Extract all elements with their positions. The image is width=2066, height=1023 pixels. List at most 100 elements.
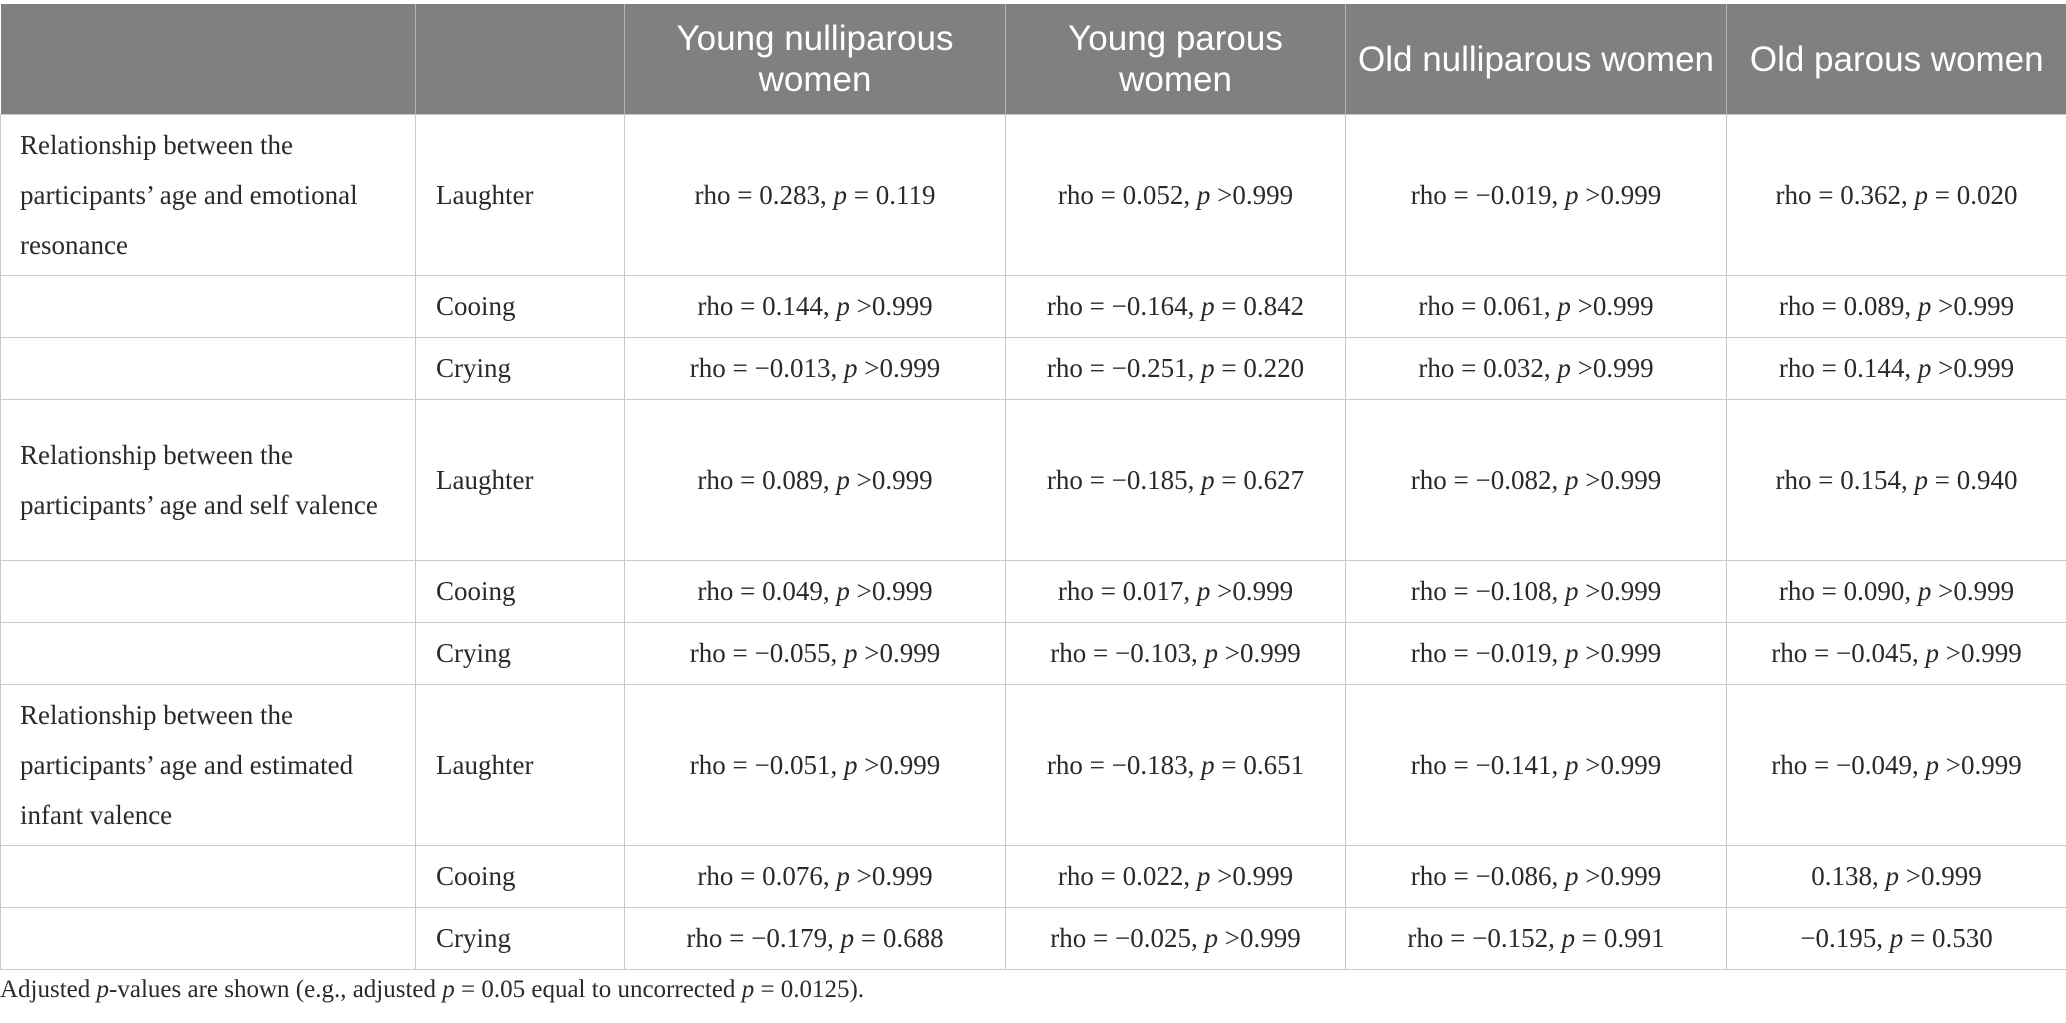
p-label: p xyxy=(843,749,858,780)
rho-label: rho = xyxy=(697,291,763,321)
rho-label: rho = xyxy=(1778,291,1844,321)
stat-cell: rho = 0.076, p >0.999 xyxy=(624,845,1006,908)
p-operator: = xyxy=(1927,179,1957,210)
p-operator: > xyxy=(1210,861,1233,891)
p-label: p xyxy=(1917,291,1932,321)
p-label: p xyxy=(1564,179,1579,210)
p-label: p xyxy=(836,291,850,321)
p-value: 0.999 xyxy=(1600,638,1662,668)
rho-label: rho = xyxy=(689,353,755,383)
rho-value: 0.283 xyxy=(759,179,820,210)
p-value: 0.999 xyxy=(1953,576,2015,606)
header-blank-1 xyxy=(0,4,416,115)
p-operator: = xyxy=(1214,749,1244,780)
p-operator: > xyxy=(1210,576,1233,606)
p-value: 0.999 xyxy=(1600,861,1662,891)
p-label: p xyxy=(1564,464,1579,495)
p-label: p xyxy=(1889,923,1904,953)
p-value: 0.999 xyxy=(1600,576,1662,606)
rho-value: −0.103 xyxy=(1115,638,1191,668)
p-operator: > xyxy=(857,749,880,780)
rho-label: rho = xyxy=(1057,861,1123,891)
stat-cell: rho = −0.108, p >0.999 xyxy=(1345,560,1727,623)
row-group-label xyxy=(0,907,416,970)
p-value: 0.999 xyxy=(1232,861,1294,891)
p-value: 0.999 xyxy=(1600,464,1662,495)
p-label: p xyxy=(1564,576,1579,606)
p-label: p xyxy=(843,638,858,668)
table-footnote: Adjusted p-values are shown (e.g., adjus… xyxy=(0,976,865,1003)
rho-label: rho = xyxy=(1410,749,1476,780)
p-value: 0.999 xyxy=(1239,638,1301,668)
p-label: p xyxy=(1564,638,1579,668)
rho-value: 0.049 xyxy=(762,576,823,606)
row-group-label xyxy=(0,845,416,908)
header-young-nulliparous: Young nulliparous women xyxy=(624,4,1006,115)
p-operator: > xyxy=(1210,179,1233,210)
rho-value: −0.141 xyxy=(1475,749,1552,780)
rho-value: 0.061 xyxy=(1483,291,1544,321)
stat-cell: rho = −0.019, p >0.999 xyxy=(1345,622,1727,685)
p-label: p xyxy=(843,353,858,383)
p-label: p xyxy=(1201,749,1215,780)
rho-value: 0.144 xyxy=(762,291,823,321)
p-value: 0.999 xyxy=(871,291,933,321)
p-operator: > xyxy=(1578,464,1601,495)
stat-cell: rho = 0.144, p >0.999 xyxy=(1726,337,2066,400)
rho-value: 0.022 xyxy=(1122,861,1184,891)
p-operator: = xyxy=(1903,923,1932,953)
row-sound-label: Laughter xyxy=(415,399,625,561)
p-operator: > xyxy=(1578,638,1601,668)
p-label: p xyxy=(1925,749,1939,780)
table-body: Relationship between the participants’ a… xyxy=(0,114,2066,970)
p-value: 0.999 xyxy=(871,464,933,495)
p-operator: > xyxy=(849,464,872,495)
p-operator: > xyxy=(1217,923,1240,953)
p-label: p xyxy=(1201,291,1215,321)
p-value: 0.842 xyxy=(1243,291,1305,321)
p-label: p xyxy=(1196,576,1211,606)
rho-value: −0.183 xyxy=(1111,749,1188,780)
stat-cell: rho = −0.025, p >0.999 xyxy=(1005,907,1346,970)
p-label: p xyxy=(1914,464,1928,495)
p-label: p xyxy=(1196,179,1211,210)
p-label: p xyxy=(1564,861,1579,891)
p-value: 0.999 xyxy=(879,749,941,780)
stat-cell: rho = 0.017, p >0.999 xyxy=(1005,560,1346,623)
p-label: p xyxy=(1917,353,1932,383)
p-operator: > xyxy=(849,576,872,606)
stat-cell: rho = −0.045, p >0.999 xyxy=(1726,622,2066,685)
stat-cell: rho = −0.164, p = 0.842 xyxy=(1005,275,1346,338)
table-row: Crying rho = −0.055, p >0.999 rho = −0.103… xyxy=(0,622,2066,685)
rho-value: 0.076 xyxy=(762,861,823,891)
rho-value: −0.251 xyxy=(1111,353,1188,383)
row-sound-label: Crying xyxy=(415,622,625,685)
p-value: 0.999 xyxy=(879,353,941,383)
row-sound-label: Cooing xyxy=(415,845,625,908)
stat-cell: rho = −0.185, p = 0.627 xyxy=(1005,399,1346,561)
p-label: p xyxy=(1196,861,1211,891)
rho-label: rho = xyxy=(1771,638,1836,668)
rho-label: rho = xyxy=(697,861,763,891)
row-group-label: Relationship between the participants’ a… xyxy=(0,399,416,561)
p-operator: > xyxy=(1938,749,1961,780)
row-sound-label: Laughter xyxy=(415,114,625,276)
table-row: Relationship between the participants’ a… xyxy=(0,684,2066,846)
p-operator: > xyxy=(1578,861,1601,891)
p-operator: = xyxy=(1214,464,1244,495)
rho-label: rho = xyxy=(1046,353,1112,383)
p-label: p xyxy=(840,923,855,953)
rho-value: −0.179 xyxy=(751,923,828,953)
stat-cell: rho = −0.049, p >0.999 xyxy=(1726,684,2066,846)
p-value: 0.651 xyxy=(1243,749,1305,780)
stat-cell: rho = −0.103, p >0.999 xyxy=(1005,622,1346,685)
header-young-parous: Young parous women xyxy=(1005,4,1346,115)
stat-cell: rho = 0.144, p >0.999 xyxy=(624,275,1006,338)
row-group-label: Relationship between the participants’ a… xyxy=(0,684,416,846)
p-operator: = xyxy=(854,923,883,953)
rho-label: rho = xyxy=(1775,464,1841,495)
stat-cell: rho = −0.051, p >0.999 xyxy=(624,684,1006,846)
stat-cell: rho = 0.089, p >0.999 xyxy=(624,399,1006,561)
p-value: 0.999 xyxy=(871,576,933,606)
stat-cell: rho = −0.179, p = 0.688 xyxy=(624,907,1006,970)
